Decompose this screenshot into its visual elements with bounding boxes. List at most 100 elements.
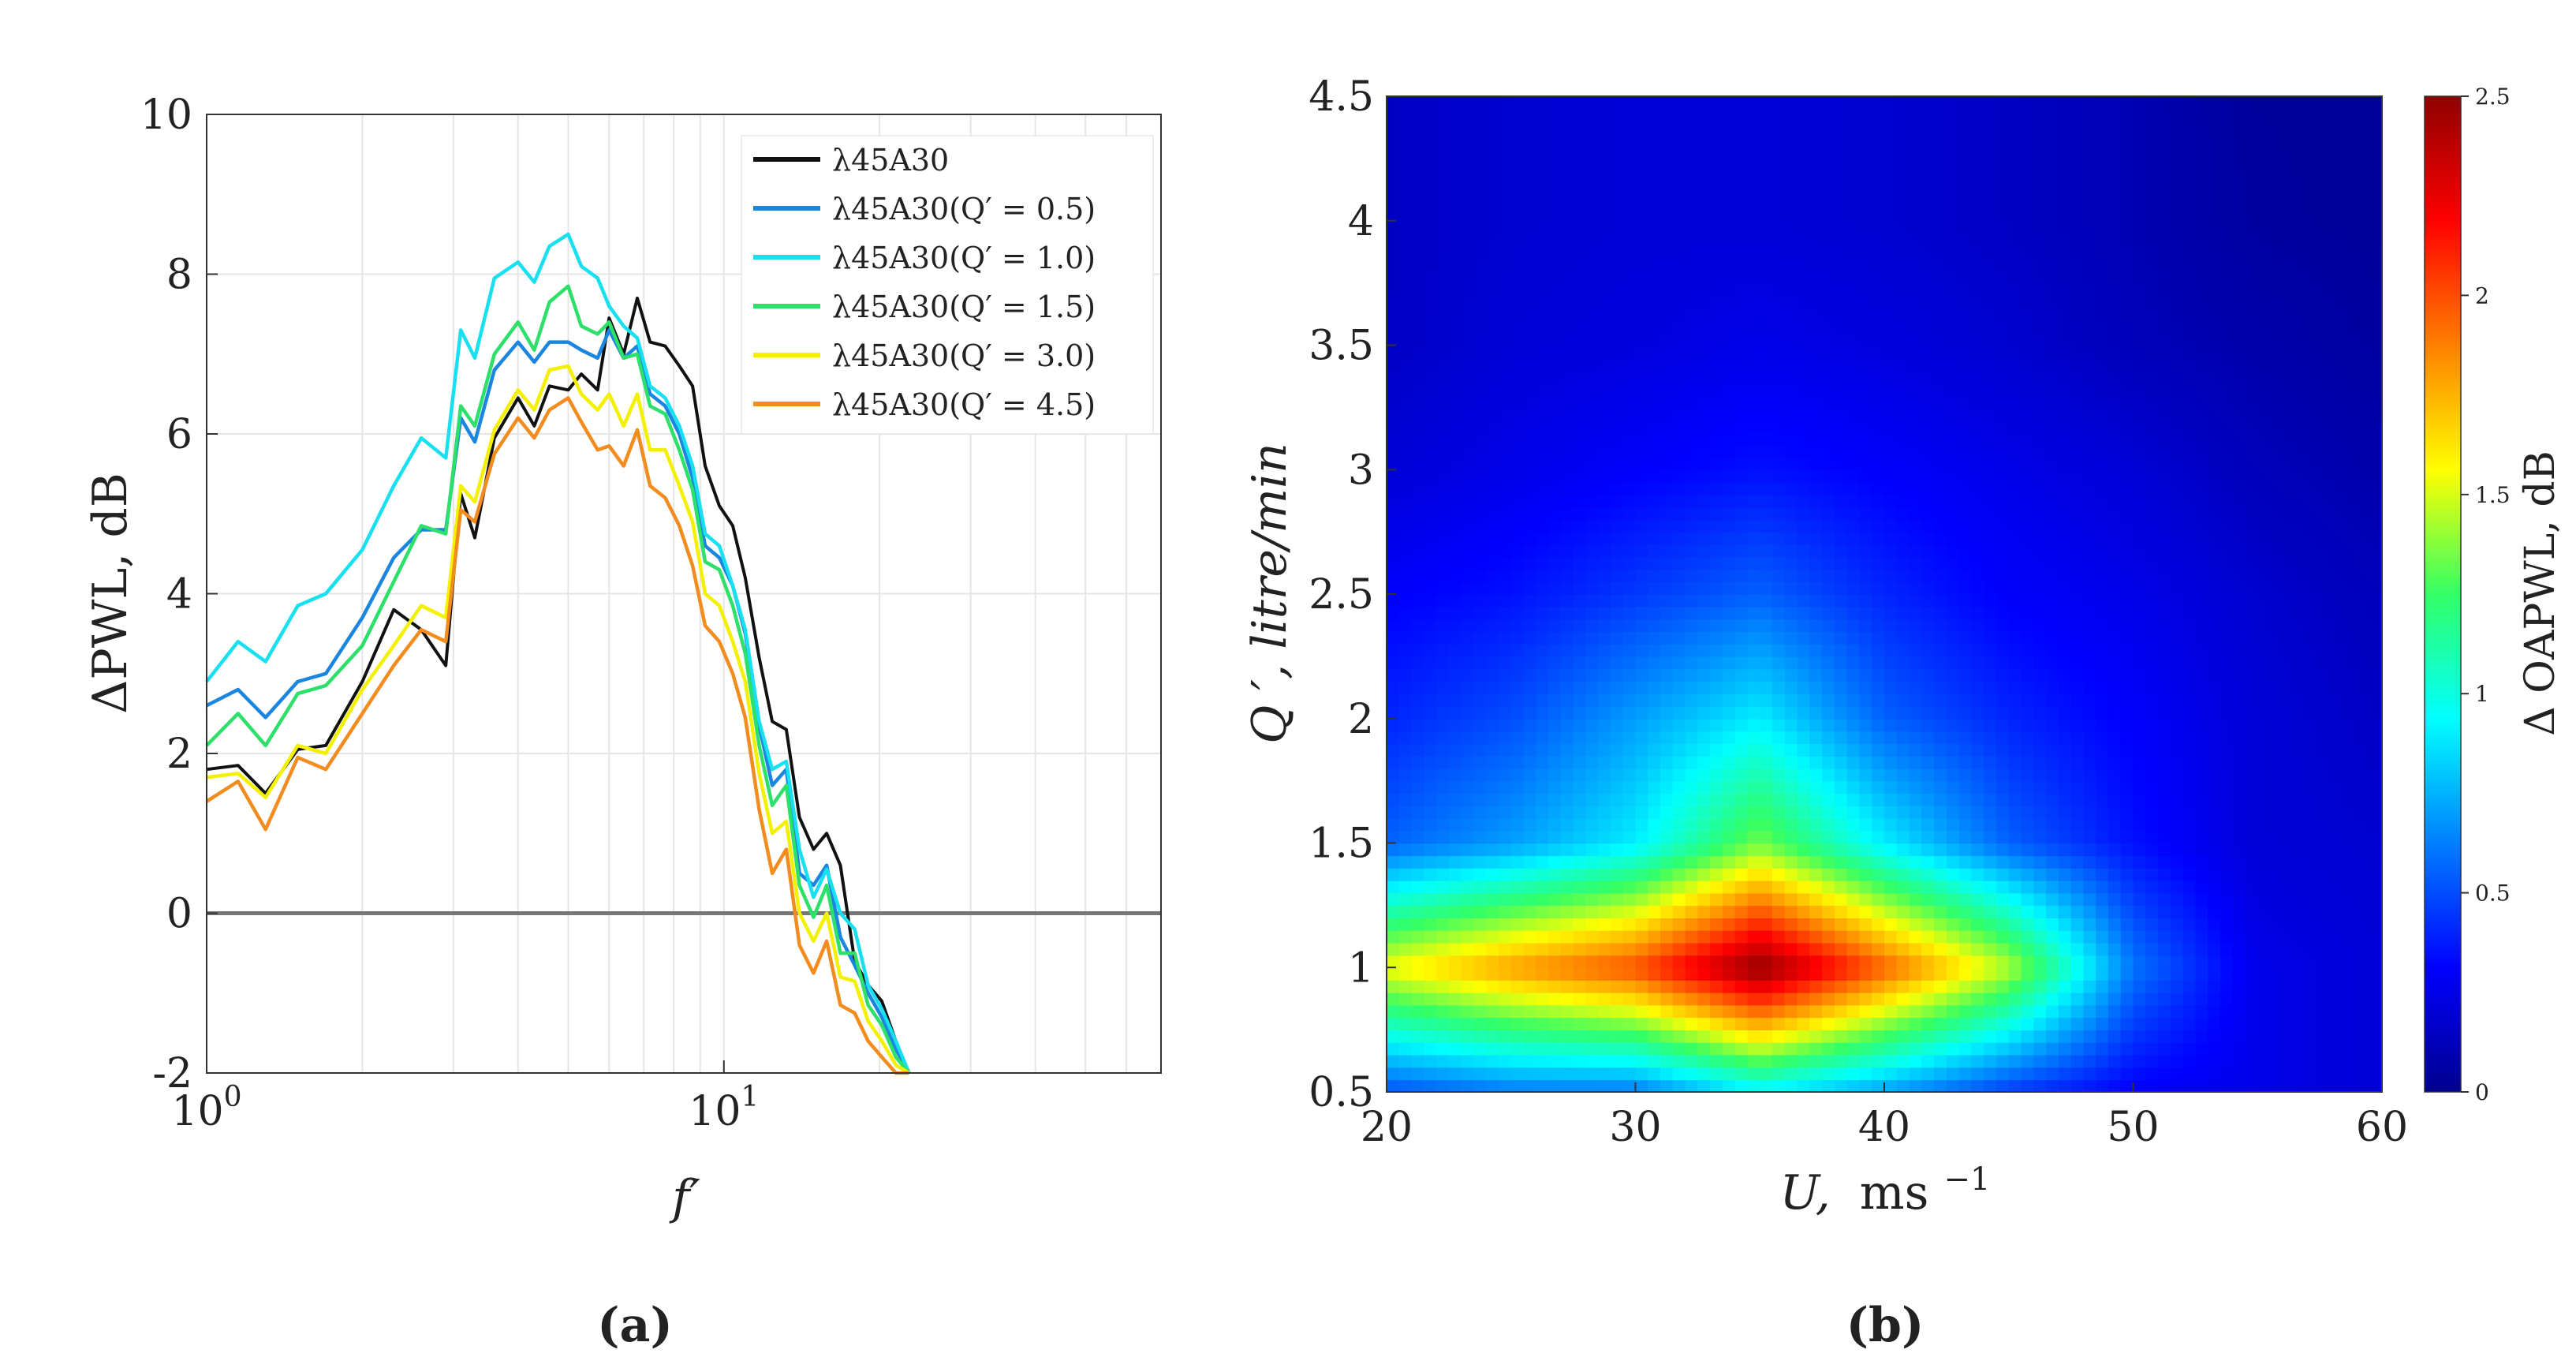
heatmap-cell bbox=[1896, 146, 1910, 159]
heatmap-cell bbox=[2145, 644, 2159, 657]
heatmap-cell bbox=[1859, 519, 1872, 533]
heatmap-cell bbox=[1560, 693, 1574, 707]
heatmap-cell bbox=[1834, 146, 1848, 159]
heatmap-cell bbox=[2083, 1017, 2096, 1030]
heatmap-cell bbox=[1411, 681, 1425, 694]
heatmap-cell bbox=[1909, 706, 1923, 720]
heatmap-cell bbox=[1573, 357, 1587, 371]
heatmap-cell bbox=[1685, 532, 1699, 545]
heatmap-cell bbox=[2096, 270, 2109, 284]
heatmap-cell bbox=[2021, 407, 2035, 421]
heatmap-cell bbox=[1611, 731, 1624, 745]
heatmap-cell bbox=[1448, 133, 1462, 147]
heatmap-cell bbox=[2096, 569, 2109, 582]
heatmap-cell bbox=[1387, 830, 1400, 844]
heatmap-cell bbox=[1523, 420, 1537, 433]
heatmap-cell bbox=[1822, 270, 1835, 284]
heatmap-cell bbox=[1834, 233, 1848, 247]
heatmap-cell bbox=[1611, 457, 1624, 471]
heatmap-cell bbox=[2058, 731, 2072, 745]
heatmap-cell bbox=[1697, 768, 1711, 782]
heatmap-cell bbox=[1685, 245, 1699, 259]
heatmap-cell bbox=[2133, 606, 2147, 620]
heatmap-cell bbox=[1934, 121, 1947, 135]
heatmap-cell bbox=[2033, 768, 2047, 782]
heatmap-cell bbox=[1611, 793, 1624, 806]
heatmap-cell bbox=[1846, 1079, 1861, 1092]
heatmap-cell bbox=[1473, 780, 1487, 794]
heatmap-cell bbox=[1984, 1067, 1997, 1081]
heatmap-cell bbox=[1573, 656, 1587, 670]
heatmap-cell bbox=[1797, 1067, 1811, 1081]
heatmap-cell bbox=[2008, 121, 2022, 135]
heatmap-cell bbox=[2070, 345, 2085, 359]
heatmap-cell bbox=[1946, 258, 1960, 271]
heatmap-cell bbox=[1473, 245, 1487, 259]
heatmap-cell bbox=[1672, 158, 1686, 172]
heatmap-cell bbox=[2070, 619, 2085, 633]
heatmap-cell bbox=[2058, 220, 2072, 234]
heatmap-cell bbox=[1809, 170, 1823, 185]
heatmap-cell bbox=[1411, 843, 1425, 857]
heatmap-cell bbox=[1387, 631, 1400, 645]
heatmap-cell bbox=[1772, 108, 1786, 122]
heatmap-cell bbox=[1648, 892, 1661, 907]
heatmap-cell bbox=[1822, 245, 1835, 259]
heatmap-cell bbox=[1772, 631, 1786, 645]
heatmap-cell bbox=[1958, 855, 1973, 869]
heatmap-cell bbox=[1722, 1004, 1736, 1019]
panel-a-x-axis-label: f′ bbox=[669, 1170, 700, 1225]
heatmap-cell bbox=[1548, 121, 1562, 135]
heatmap-cell bbox=[1436, 183, 1450, 196]
heatmap-cell bbox=[1896, 668, 1910, 682]
heatmap-cell bbox=[1486, 806, 1499, 819]
heatmap-cell bbox=[2046, 631, 2059, 645]
heatmap-cell bbox=[1996, 1054, 2010, 1068]
heatmap-cell bbox=[1448, 494, 1462, 508]
heatmap-cell bbox=[1611, 270, 1624, 284]
heatmap-cell bbox=[1896, 693, 1910, 707]
heatmap-cell bbox=[2033, 220, 2047, 234]
heatmap-cell bbox=[1760, 606, 1773, 620]
heatmap-cell bbox=[1499, 469, 1512, 483]
heatmap-cell bbox=[2133, 444, 2147, 458]
heatmap-cell bbox=[1436, 1067, 1450, 1081]
heatmap-cell bbox=[1872, 1067, 1885, 1081]
heatmap-cell bbox=[1834, 482, 1848, 495]
heatmap-cell bbox=[1760, 880, 1773, 894]
heatmap-cell bbox=[1648, 532, 1661, 545]
heatmap-cell bbox=[1909, 407, 1923, 421]
heatmap-cell bbox=[1697, 220, 1711, 234]
heatmap-cell bbox=[1486, 407, 1499, 421]
heatmap-cell bbox=[1784, 170, 1798, 185]
heatmap-cell bbox=[1996, 1017, 2010, 1030]
heatmap-cell bbox=[1846, 606, 1861, 620]
heatmap-cell bbox=[1622, 855, 1637, 869]
heatmap-cell bbox=[2008, 929, 2022, 944]
heatmap-cell bbox=[1560, 282, 1574, 297]
heatmap-cell bbox=[1872, 121, 1885, 135]
heatmap-cell bbox=[1510, 357, 1525, 371]
heatmap-cell bbox=[1797, 1041, 1811, 1056]
heatmap-cell bbox=[1672, 320, 1686, 334]
heatmap-cell bbox=[1747, 1079, 1761, 1092]
heatmap-cell bbox=[1909, 855, 1923, 869]
heatmap-cell bbox=[1424, 1017, 1437, 1030]
heatmap-cell bbox=[1436, 868, 1450, 881]
heatmap-cell bbox=[1784, 1004, 1798, 1019]
heatmap-cell bbox=[1760, 768, 1773, 782]
heatmap-cell bbox=[2033, 955, 2047, 969]
heatmap-cell bbox=[1760, 544, 1773, 558]
heatmap-cell bbox=[1958, 880, 1973, 894]
heatmap-cell bbox=[1660, 233, 1674, 247]
heatmap-cell bbox=[1473, 220, 1487, 234]
heatmap-cell bbox=[1921, 929, 1935, 944]
heatmap-cell bbox=[2008, 133, 2022, 147]
heatmap-cell bbox=[1424, 196, 1437, 209]
heatmap-cell bbox=[1560, 507, 1574, 521]
heatmap-cell bbox=[1747, 183, 1761, 196]
heatmap-cell bbox=[1772, 482, 1786, 495]
heatmap-cell bbox=[1548, 918, 1562, 931]
heatmap-cell bbox=[2096, 1030, 2109, 1043]
heatmap-cell bbox=[1859, 556, 1872, 570]
